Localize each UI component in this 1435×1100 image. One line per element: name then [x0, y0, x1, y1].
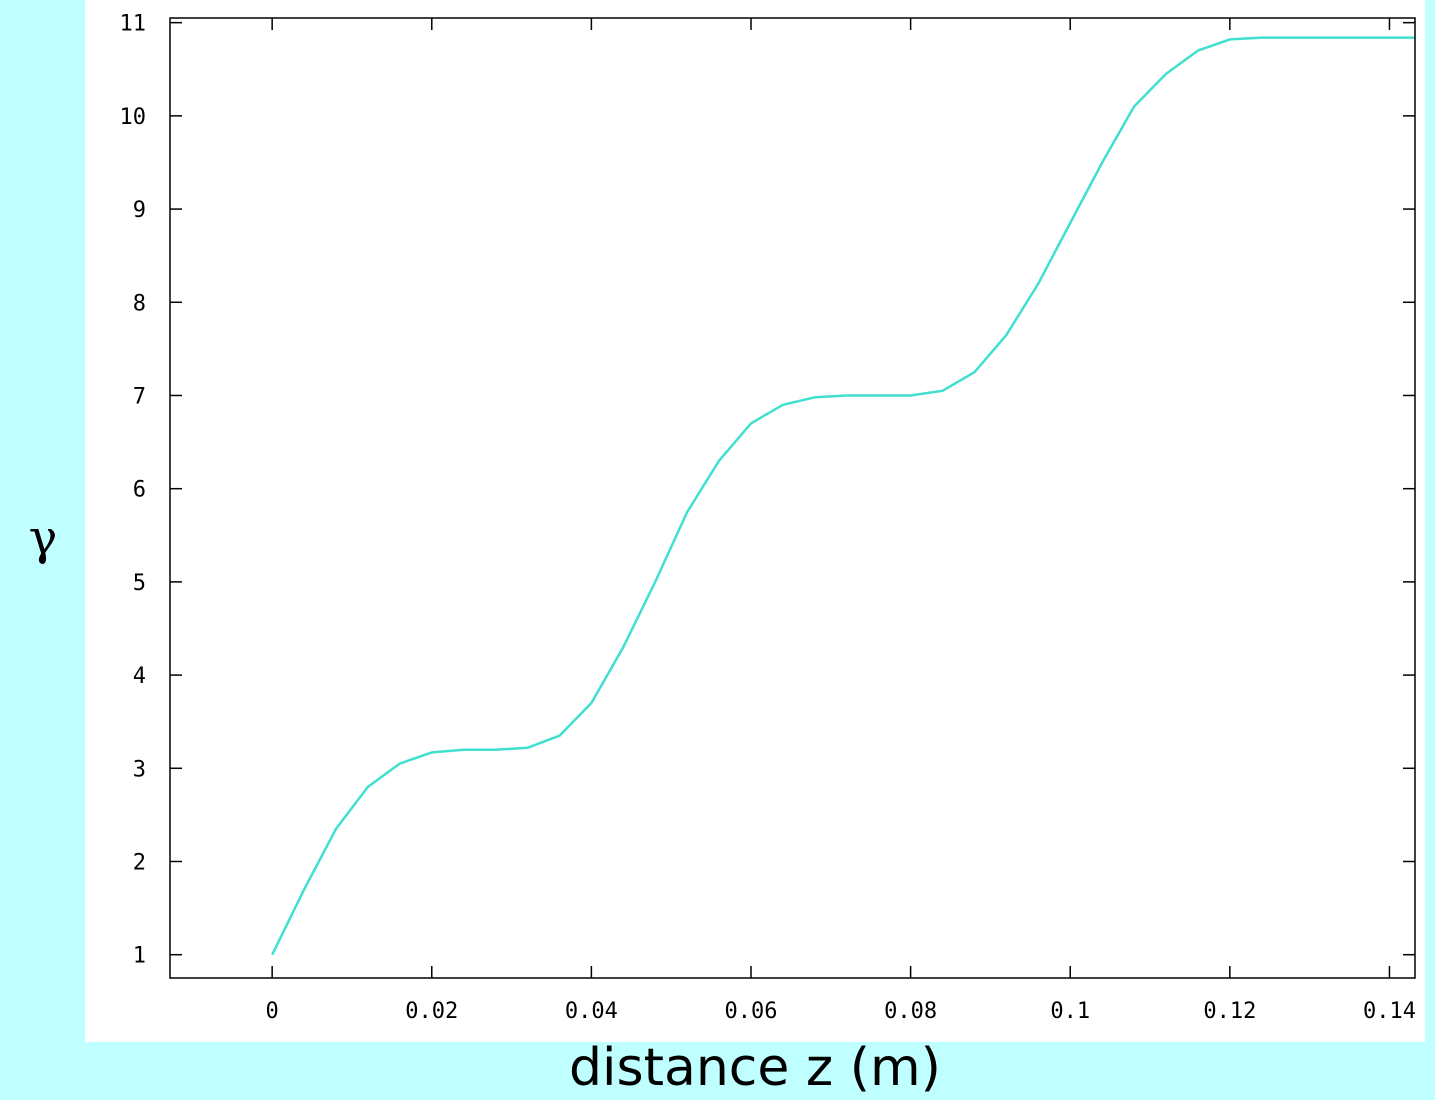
x-tick-label: 0.02	[405, 999, 458, 1024]
x-tick-label: 0.04	[565, 999, 618, 1024]
x-tick-label: 0.06	[725, 999, 778, 1024]
x-tick-label: 0.08	[884, 999, 937, 1024]
x-tick-label: 0	[266, 999, 279, 1024]
y-tick-label: 3	[133, 757, 146, 782]
ticks-layer	[170, 18, 1415, 978]
y-tick-label: 2	[133, 850, 146, 875]
y-tick-label: 10	[120, 105, 147, 130]
y-tick-label: 7	[133, 384, 146, 409]
x-tick-label: 0.1	[1050, 999, 1090, 1024]
plot-panel: 0 0.02 0.04 0.06 0.08 0.1 0.12 0.14 1 2 3 4 5 6 7 8 9 10 1…	[85, 0, 1425, 1042]
x-tick-label: 0.14	[1363, 999, 1416, 1024]
y-axis-label: γ	[28, 510, 58, 566]
y-tick-label: 1	[133, 944, 146, 969]
y-tick-label: 8	[133, 291, 146, 316]
x-axis-label: distance z (m)	[569, 1038, 941, 1098]
y-tick-label: 9	[133, 198, 146, 223]
x-tick-label: 0.12	[1203, 999, 1256, 1024]
y-tick-label: 5	[133, 571, 146, 596]
series-line	[271, 36, 1415, 956]
plot-frame	[169, 17, 1416, 979]
tick-labels-layer: 0 0.02 0.04 0.06 0.08 0.1 0.12 0.14 1 2 3 4 5 6 7 8 9 10 1…	[120, 12, 1416, 1024]
y-tick-label: 6	[133, 478, 146, 503]
chart: 0 0.02 0.04 0.06 0.08 0.1 0.12 0.14 1 2 3 4 5 6 7 8 9 10 1…	[120, 12, 1416, 1024]
y-tick-label: 4	[133, 664, 146, 689]
y-tick-label: 11	[120, 12, 147, 37]
